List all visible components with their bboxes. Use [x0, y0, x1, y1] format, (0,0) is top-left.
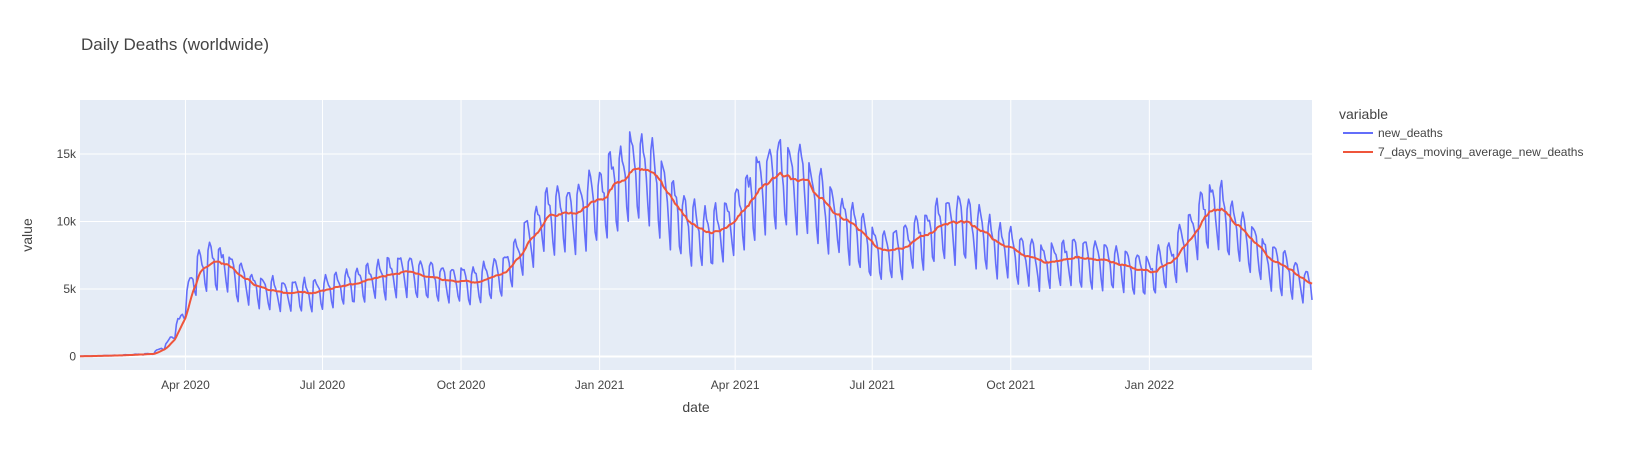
x-tick-label: Apr 2020	[161, 378, 210, 392]
x-tick-label: Oct 2021	[986, 378, 1035, 392]
y-tick-label: 10k	[57, 215, 77, 229]
chart-title: Daily Deaths (worldwide)	[81, 35, 269, 54]
plot-area	[80, 100, 1312, 370]
x-tick-label: Apr 2021	[711, 378, 760, 392]
y-tick-label: 5k	[63, 282, 77, 296]
series-layer	[79, 131, 1313, 358]
y-axis-title: value	[19, 218, 35, 252]
legend-item-moving-average[interactable]: 7_days_moving_average_new_deaths	[1343, 145, 1583, 159]
legend-title: variable	[1339, 106, 1388, 122]
x-axis-title: date	[682, 399, 709, 415]
legend-label: 7_days_moving_average_new_deaths	[1378, 145, 1583, 159]
legend-label: new_deaths	[1378, 126, 1443, 140]
series-line-moving-average[interactable]	[79, 167, 1313, 358]
x-tick-label: Jan 2021	[575, 378, 625, 392]
x-tick-label: Oct 2020	[437, 378, 486, 392]
y-tick-label: 0	[69, 350, 76, 364]
y-tick-label: 15k	[57, 147, 77, 161]
series-line-new-deaths[interactable]	[79, 131, 1313, 358]
tick-labels: 0 5k 10k 15k Apr 2020 Jul 2020 Oct 2020 Jan 202…	[57, 147, 1175, 392]
x-tick-label: Jul 2020	[300, 378, 346, 392]
x-tick-label: Jul 2021	[850, 378, 896, 392]
legend[interactable]: variable new_deaths 7_days_moving_averag…	[1339, 106, 1583, 159]
legend-item-new-deaths[interactable]: new_deaths	[1343, 126, 1443, 140]
x-tick-label: Jan 2022	[1125, 378, 1175, 392]
